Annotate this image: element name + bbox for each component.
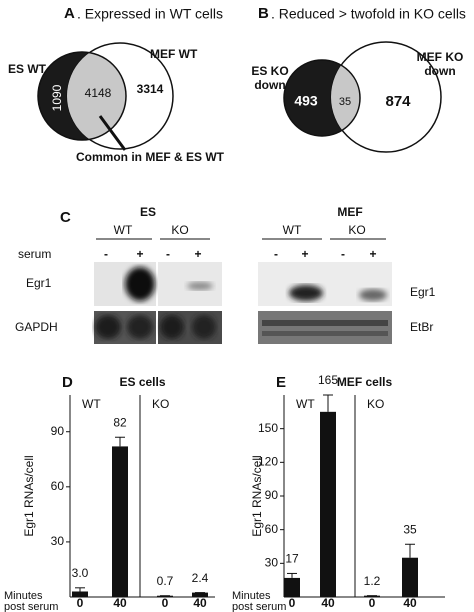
group-label: KO [152,397,169,411]
panel-title: . Reduced > twofold in KO cells [271,6,466,22]
chart-title: ES cells [119,375,165,389]
venn-count: 874 [385,93,411,110]
sign: + [136,247,143,261]
x-tick-label: 0 [162,596,169,610]
bar [157,595,173,597]
value-label: 0.7 [157,574,174,588]
sign: + [369,247,376,261]
row-label: GAPDH [15,320,58,334]
venn-label: MEF KO [417,50,464,64]
x-tick-label: 40 [193,596,207,610]
venn-label: ES KO [251,64,288,78]
y-tick-label: 90 [265,488,279,502]
sign: - [166,247,170,261]
venn-label: down [424,64,455,78]
group-label: KO [367,397,384,411]
group-label: MEF [337,205,362,219]
bar [72,591,88,597]
condition-label: WT [283,223,302,237]
x-tick-label: 0 [369,596,376,610]
condition-label: KO [171,223,188,237]
x-axis-label: Minutes [232,590,271,602]
serum-label: serum [18,247,51,261]
bar [364,595,380,597]
value-label: 35 [403,522,417,536]
venn-overlap [67,52,126,140]
x-tick-label: 40 [403,596,417,610]
venn-count: 35 [339,96,351,108]
group-label: ES [140,205,156,219]
group-label: WT [82,397,101,411]
value-label: 2.4 [192,571,209,585]
y-tick-label: 150 [258,421,278,435]
venn-outline [37,51,127,141]
y-tick-label: 30 [51,534,65,548]
value-label: 82 [113,415,127,429]
venn-count: 1090 [50,84,64,111]
x-axis-label: Minutes [4,590,43,602]
x-tick-label: 0 [289,596,296,610]
y-axis-label: Egr1 RNAs/cell [22,455,36,536]
venn-label: MEF WT [150,47,198,61]
y-tick-label: 30 [265,556,279,570]
venn-count: 3314 [137,82,164,96]
blot-es [94,262,222,344]
x-tick-label: 40 [113,596,127,610]
callout-line [98,115,127,151]
x-axis-label: post serum [232,601,286,612]
y-tick-label: 60 [51,479,65,493]
condition-label: WT [114,223,133,237]
value-label: 1.2 [364,574,381,588]
x-tick-label: 0 [77,596,84,610]
row-label: EtBr [410,320,433,334]
value-label: 3.0 [72,566,89,580]
sign: - [274,247,278,261]
venn-count: 493 [294,93,318,109]
x-tick-label: 40 [321,596,335,610]
bar [284,577,300,597]
panel-title: . Expressed in WT cells [77,6,223,22]
venn-outline [283,59,361,137]
y-tick-label: 90 [51,424,65,438]
panel-letter: E [276,374,286,391]
sign: + [194,247,201,261]
panel-letter: A [64,5,75,22]
panel-letter: B [258,5,269,22]
y-axis-label: Egr1 RNAs/cell [250,455,264,536]
x-axis-label: post serum [4,601,58,612]
row-label: Egr1 [410,285,436,299]
sign: - [341,247,345,261]
bar [402,557,418,597]
y-tick-label: 120 [258,455,278,469]
blot-mef [258,262,392,344]
value-label: 165 [318,373,338,387]
value-label: 17 [285,552,299,566]
venn-label: ES WT [8,62,47,76]
sign: - [104,247,108,261]
row-label: Egr1 [26,276,52,290]
venn-count: 4148 [85,86,112,100]
bar [192,592,208,597]
venn-label: down [254,78,285,92]
y-tick-label: 60 [265,522,279,536]
chart-title: MEF cells [337,375,393,389]
callout-label: Common in MEF & ES WT [76,150,225,164]
panel-letter: D [62,374,73,391]
sign: + [301,247,308,261]
group-label: WT [296,397,315,411]
bar [320,411,336,597]
panel-letter: C [60,209,71,226]
condition-label: KO [348,223,365,237]
bar [112,446,128,597]
